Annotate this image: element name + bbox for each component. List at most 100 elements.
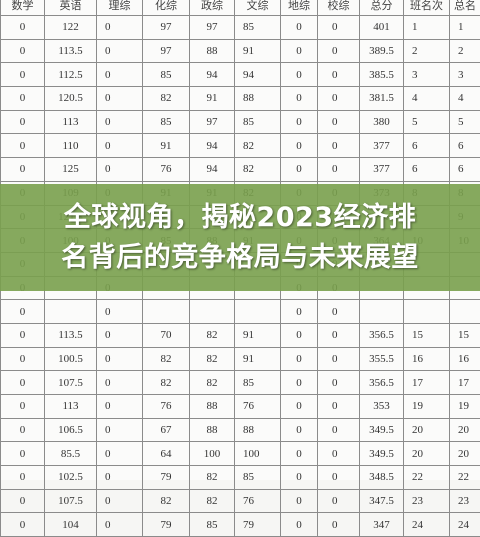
table-cell: 4 [404,87,450,111]
column-header: 政综 [190,0,235,16]
column-header: 理综 [97,0,143,16]
table-cell [143,300,190,324]
table-cell: 5 [450,110,480,134]
table-cell: 5 [404,110,450,134]
column-header: 化综 [143,0,190,16]
table-cell: 2 [404,39,450,63]
table-cell: 0 [281,395,318,419]
table-cell: 94 [190,63,235,87]
table-cell: 0 [97,418,143,442]
table-cell: 76 [143,395,190,419]
table-cell: 15 [450,323,480,347]
table-cell: 94 [235,63,281,87]
table-cell: 0 [1,442,45,466]
table-cell: 1 [450,16,480,40]
table-cell: 348.5 [360,466,404,490]
table-cell: 385.5 [360,63,404,87]
column-header: 总名 [450,0,480,16]
table-cell: 113.5 [45,323,97,347]
table-cell: 0 [318,16,360,40]
table-cell: 85 [235,16,281,40]
table-cell: 23 [450,489,480,513]
table-cell: 6 [450,158,480,182]
table-cell: 19 [404,395,450,419]
table-cell: 0 [97,513,143,537]
table-cell: 0 [1,300,45,324]
column-header: 文综 [235,0,281,16]
table-cell: 0 [318,63,360,87]
table-cell: 20 [450,418,480,442]
table-cell [235,300,281,324]
table-cell: 0 [97,323,143,347]
table-cell: 79 [235,513,281,537]
table-cell: 380 [360,110,404,134]
table-cell: 0 [318,442,360,466]
table-cell: 0 [281,110,318,134]
table-cell: 0 [281,489,318,513]
table-cell: 0 [318,371,360,395]
table-cell: 107.5 [45,371,97,395]
table-cell: 0 [281,16,318,40]
table-cell: 76 [235,489,281,513]
table-cell: 0 [281,418,318,442]
table-cell: 0 [318,39,360,63]
table-cell: 401 [360,16,404,40]
table-cell: 100 [235,442,281,466]
table-cell: 113 [45,110,97,134]
table-cell: 19 [450,395,480,419]
table-cell: 0 [281,158,318,182]
table-cell: 0 [281,466,318,490]
table-cell: 88 [190,395,235,419]
table-cell: 20 [404,418,450,442]
table-cell: 85 [143,110,190,134]
column-header: 地综 [281,0,318,16]
table-cell: 0 [1,513,45,537]
table-cell: 122 [45,16,97,40]
table-cell: 24 [404,513,450,537]
table-cell: 0 [1,16,45,40]
table-cell: 377 [360,134,404,158]
table-cell: 0 [281,134,318,158]
table-cell: 389.5 [360,39,404,63]
table-cell: 76 [235,395,281,419]
table-cell: 0 [97,63,143,87]
table-cell: 91 [190,87,235,111]
table-cell: 0 [281,39,318,63]
table-cell: 82 [190,371,235,395]
table-cell: 0 [1,418,45,442]
table-cell: 6 [404,134,450,158]
table-cell: 0 [281,87,318,111]
table-cell: 0 [318,158,360,182]
table-cell: 82 [190,323,235,347]
table-cell: 377 [360,158,404,182]
table-cell: 0 [281,442,318,466]
table-cell: 15 [404,323,450,347]
table-cell: 0 [281,63,318,87]
table-cell: 0 [1,466,45,490]
table-cell: 0 [1,87,45,111]
table-cell: 0 [318,87,360,111]
table-cell: 0 [318,347,360,371]
table-cell: 22 [450,466,480,490]
table-cell: 112.5 [45,63,97,87]
table-cell: 0 [318,323,360,347]
table-cell: 100 [190,442,235,466]
table-cell: 356.5 [360,323,404,347]
table-cell: 20 [450,442,480,466]
table-cell: 125 [45,158,97,182]
banner-title-line-2: 名背后的竞争格局与未来展望 [61,238,419,278]
table-cell [45,300,97,324]
table-cell: 97 [143,39,190,63]
table-cell: 0 [281,347,318,371]
table-cell: 353 [360,395,404,419]
table-cell: 85 [235,371,281,395]
table-cell: 0 [97,300,143,324]
table-cell: 16 [450,347,480,371]
table-cell: 88 [190,418,235,442]
table-cell: 85 [143,63,190,87]
